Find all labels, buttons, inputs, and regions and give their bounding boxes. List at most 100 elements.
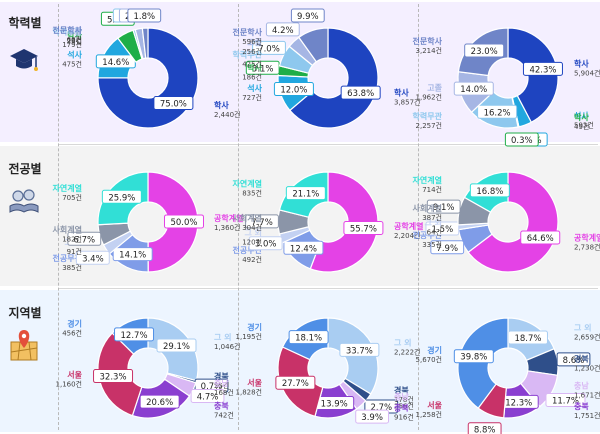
pct-box-edu-2-고졸 xyxy=(265,22,300,37)
series-count-region-3-경북: 1,230건 xyxy=(574,364,600,373)
series-name-major-1-자연계열: 자연계열 xyxy=(53,183,82,193)
series-count-region-2-충북: 916건 xyxy=(394,412,414,421)
series-count-region-1-충북: 742건 xyxy=(214,411,234,420)
series-name-region-3-서울: 서울 xyxy=(427,400,442,410)
pct-label-major-2-그-외: 3.0% xyxy=(255,240,277,250)
series-count-edu-3-전문학사: 3,214건 xyxy=(416,46,442,55)
series-count-major-3-자연계열: 714건 xyxy=(422,185,442,194)
pct-box-edu-1-전문학사 xyxy=(127,8,162,23)
series-count-edu-1-학력무관: 23건 xyxy=(67,37,82,46)
series-name-edu-3-석사: 석사 xyxy=(574,110,589,120)
series-count-region-1-경북: 25건 xyxy=(214,381,229,390)
graduation-cap-icon xyxy=(10,49,38,71)
pct-label-region-3-경기: 39.8% xyxy=(460,353,487,363)
pct-box-edu-3-고졸 xyxy=(453,81,494,96)
pct-label-region-2-경기: 18.1% xyxy=(295,334,322,344)
pct-box-region-1-충북 xyxy=(139,394,180,409)
pct-box-region-3-경기 xyxy=(453,349,494,364)
series-count-edu-3-박사: 49건 xyxy=(574,122,589,131)
series-name-major-2-그-외: 그 외 xyxy=(244,227,262,237)
series-name-region-2-충북: 충북 xyxy=(394,402,409,412)
pct-label-region-3-충남: 11.7% xyxy=(552,396,579,406)
series-name-major-2-자연계열: 자연계열 xyxy=(233,178,262,188)
pct-label-major-1-그-외: 3.4% xyxy=(82,254,104,264)
series-count-region-3-그-외: 2,659건 xyxy=(574,332,600,341)
pct-label-edu-1-전문학사: 1.8% xyxy=(133,12,155,22)
series-name-edu-3-박사: 박사 xyxy=(574,112,589,122)
pct-box-major-3-자연계열 xyxy=(469,183,510,198)
pct-label-major-2-전공무관: 12.4% xyxy=(290,244,317,254)
pct-label-region-1-그-외: 29.1% xyxy=(163,342,190,352)
pct-label-region-1-충북: 20.6% xyxy=(146,398,173,408)
pct-box-region-1-서울 xyxy=(93,369,134,384)
pct-label-major-2-자연계열: 21.1% xyxy=(292,190,319,200)
pct-label-major-1-공학계열: 50.0% xyxy=(170,218,197,228)
series-name-region-3-경북: 경북 xyxy=(574,354,589,364)
series-count-major-3-공학계열: 2,738건 xyxy=(574,243,600,252)
row-label-major: 전공별 xyxy=(8,162,42,176)
row-divider xyxy=(58,144,598,145)
series-count-edu-2-학력무관: 425건 xyxy=(242,59,262,68)
pct-label-major-1-자연계열: 25.9% xyxy=(108,193,135,203)
series-count-region-1-경기: 456건 xyxy=(62,328,82,337)
pct-box-edu-2-전문학사 xyxy=(290,8,325,23)
series-count-region-1-그-외: 1,046건 xyxy=(214,342,240,351)
pct-label-major-3-공학계열: 64.6% xyxy=(527,234,554,244)
row-label-region: 지역별 xyxy=(8,306,42,320)
series-count-edu-2-고졸: 256건 xyxy=(242,47,262,56)
series-count-region-3-서울: 1,258건 xyxy=(416,410,442,419)
series-count-major-2-자연계열: 835건 xyxy=(242,188,262,197)
pct-label-region-3-그-외: 18.7% xyxy=(514,334,541,344)
series-name-major-3-그-외: 그 외 xyxy=(424,218,442,228)
series-count-edu-3-학사: 5,904건 xyxy=(574,68,600,77)
pct-box-major-1-공학계열 xyxy=(163,214,204,229)
pct-box-major-3-공학계열 xyxy=(520,230,561,245)
series-count-edu-3-석사: 593건 xyxy=(574,120,594,129)
pct-box-major-2-전공무관 xyxy=(283,240,324,255)
series-count-edu-1-박사: 179건 xyxy=(62,40,82,49)
series-name-region-1-그-외: 그 외 xyxy=(214,332,232,342)
series-count-major-2-전공무관: 492건 xyxy=(242,255,262,264)
pct-label-major-3-그-외: 1.5% xyxy=(432,225,454,235)
slice-edu-2-학사 xyxy=(289,27,379,129)
pct-box-edu-3-박사 xyxy=(504,132,539,147)
pct-label-edu-3-고졸: 14.0% xyxy=(460,85,487,95)
series-name-region-1-충북: 충북 xyxy=(214,401,229,411)
series-count-region-2-그-외: 2,222건 xyxy=(394,347,420,356)
series-name-region-2-경기: 경기 xyxy=(247,322,262,332)
series-name-edu-3-학사: 학사 xyxy=(574,58,589,68)
series-count-edu-1-고졸: 76건 xyxy=(67,36,82,45)
pct-label-major-3-사회계열: 9.1% xyxy=(433,203,455,213)
series-count-major-1-그-외: 91건 xyxy=(67,247,82,256)
pct-label-edu-2-학력무관: 7.0% xyxy=(258,44,280,54)
series-name-major-2-공학계열: 공학계열 xyxy=(394,221,423,231)
donut-region-3: 18.7% 그 외2,659건 8.6%경북1,230건 11.7% 충남1,671건 1… xyxy=(416,317,600,434)
pct-label-region-1-경북: 0.7% xyxy=(201,382,223,392)
series-count-major-1-자연계열: 705건 xyxy=(62,193,82,202)
series-name-major-1-전공무관: 전공무관 xyxy=(53,253,83,263)
pct-label-region-2-충북: 13.9% xyxy=(321,399,348,409)
pct-box-major-3-그-외 xyxy=(425,221,460,236)
pct-label-edu-2-석사: 12.0% xyxy=(280,86,307,96)
pct-label-edu-3-박사: 0.3% xyxy=(511,136,533,146)
slice-edu-2-전문학사 xyxy=(298,27,329,63)
pct-label-region-2-충남: 3.9% xyxy=(361,413,383,423)
pct-box-major-2-자연계열 xyxy=(285,186,326,201)
column-divider xyxy=(238,4,239,430)
series-name-edu-1-전문학사: 전문학사 xyxy=(53,25,83,35)
series-name-edu-3-전문학사: 전문학사 xyxy=(413,36,443,46)
pct-label-region-1-서울: 32.3% xyxy=(100,373,127,383)
pct-box-major-1-사회계열 xyxy=(67,231,102,246)
slice-major-2-공학계열 xyxy=(309,171,379,273)
series-name-edu-1-학력무관: 학력무관 xyxy=(53,27,83,37)
series-name-region-3-충북: 충북 xyxy=(574,401,589,411)
series-name-edu-2-전문학사: 전문학사 xyxy=(233,27,263,37)
pct-label-edu-2-학사: 63.8% xyxy=(347,89,374,99)
series-count-major-2-공학계열: 2,204건 xyxy=(394,231,420,240)
series-count-region-1-충남: 168건 xyxy=(214,388,234,397)
series-name-major-2-사회계열: 사회계열 xyxy=(233,213,262,223)
